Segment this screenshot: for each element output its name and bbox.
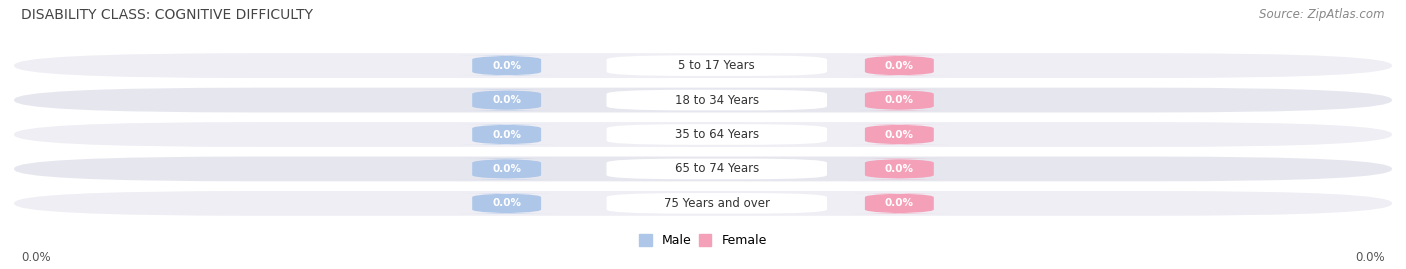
FancyBboxPatch shape <box>458 90 555 110</box>
Text: 75 Years and over: 75 Years and over <box>664 197 769 210</box>
Text: 0.0%: 0.0% <box>492 129 522 140</box>
FancyBboxPatch shape <box>458 55 555 76</box>
FancyBboxPatch shape <box>851 55 948 76</box>
Text: 0.0%: 0.0% <box>492 198 522 208</box>
Legend: Male, Female: Male, Female <box>634 229 772 252</box>
FancyBboxPatch shape <box>458 159 555 179</box>
Text: 0.0%: 0.0% <box>21 251 51 264</box>
FancyBboxPatch shape <box>458 124 555 145</box>
FancyBboxPatch shape <box>14 53 1392 78</box>
Text: Source: ZipAtlas.com: Source: ZipAtlas.com <box>1260 8 1385 21</box>
FancyBboxPatch shape <box>14 157 1392 181</box>
FancyBboxPatch shape <box>606 159 827 179</box>
FancyBboxPatch shape <box>606 55 827 76</box>
Text: 0.0%: 0.0% <box>1355 251 1385 264</box>
Text: 35 to 64 Years: 35 to 64 Years <box>675 128 759 141</box>
Text: 0.0%: 0.0% <box>884 95 914 105</box>
FancyBboxPatch shape <box>606 124 827 145</box>
Text: 0.0%: 0.0% <box>884 129 914 140</box>
Text: 0.0%: 0.0% <box>884 164 914 174</box>
Text: 65 to 74 Years: 65 to 74 Years <box>675 162 759 175</box>
FancyBboxPatch shape <box>606 193 827 214</box>
FancyBboxPatch shape <box>14 191 1392 216</box>
Text: 0.0%: 0.0% <box>884 198 914 208</box>
Text: 0.0%: 0.0% <box>492 164 522 174</box>
FancyBboxPatch shape <box>458 193 555 214</box>
FancyBboxPatch shape <box>14 122 1392 147</box>
FancyBboxPatch shape <box>851 159 948 179</box>
Text: 5 to 17 Years: 5 to 17 Years <box>679 59 755 72</box>
FancyBboxPatch shape <box>14 88 1392 112</box>
FancyBboxPatch shape <box>851 124 948 145</box>
Text: 0.0%: 0.0% <box>884 61 914 71</box>
Text: DISABILITY CLASS: COGNITIVE DIFFICULTY: DISABILITY CLASS: COGNITIVE DIFFICULTY <box>21 8 314 22</box>
Text: 0.0%: 0.0% <box>492 61 522 71</box>
FancyBboxPatch shape <box>851 90 948 110</box>
FancyBboxPatch shape <box>606 90 827 110</box>
Text: 18 to 34 Years: 18 to 34 Years <box>675 94 759 107</box>
Text: 0.0%: 0.0% <box>492 95 522 105</box>
FancyBboxPatch shape <box>851 193 948 214</box>
